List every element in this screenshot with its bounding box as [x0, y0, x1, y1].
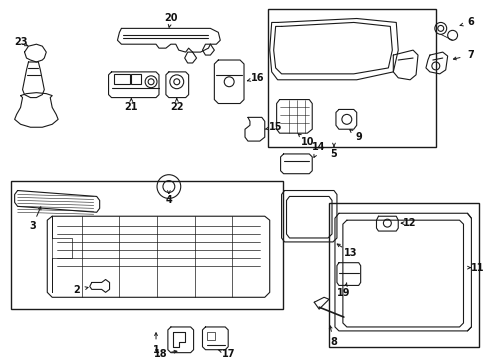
- Bar: [207, 332, 215, 340]
- Text: 4: 4: [166, 195, 172, 206]
- Text: 17: 17: [221, 348, 235, 359]
- Text: 1: 1: [153, 345, 159, 355]
- Bar: [11, 181, 283, 309]
- Text: 21: 21: [124, 103, 138, 112]
- Bar: [115, 74, 130, 84]
- Text: 23: 23: [14, 37, 27, 47]
- Text: 13: 13: [344, 248, 358, 258]
- Bar: [131, 74, 141, 84]
- Text: 2: 2: [74, 285, 80, 295]
- Text: 3: 3: [29, 221, 36, 231]
- Text: 8: 8: [331, 337, 338, 347]
- Text: 7: 7: [467, 50, 474, 60]
- Text: 15: 15: [269, 122, 282, 132]
- Text: 6: 6: [467, 17, 474, 27]
- Text: 5: 5: [331, 149, 337, 159]
- Bar: [268, 9, 436, 147]
- Text: 16: 16: [251, 73, 265, 83]
- Text: 14: 14: [313, 142, 326, 152]
- Text: 12: 12: [403, 218, 417, 228]
- Text: 10: 10: [300, 137, 314, 147]
- Text: 19: 19: [337, 288, 351, 298]
- Text: 9: 9: [355, 132, 362, 142]
- Bar: [329, 203, 479, 347]
- Text: 20: 20: [164, 13, 177, 23]
- Text: 11: 11: [470, 263, 484, 273]
- Text: 22: 22: [170, 103, 184, 112]
- Text: 18: 18: [154, 348, 168, 359]
